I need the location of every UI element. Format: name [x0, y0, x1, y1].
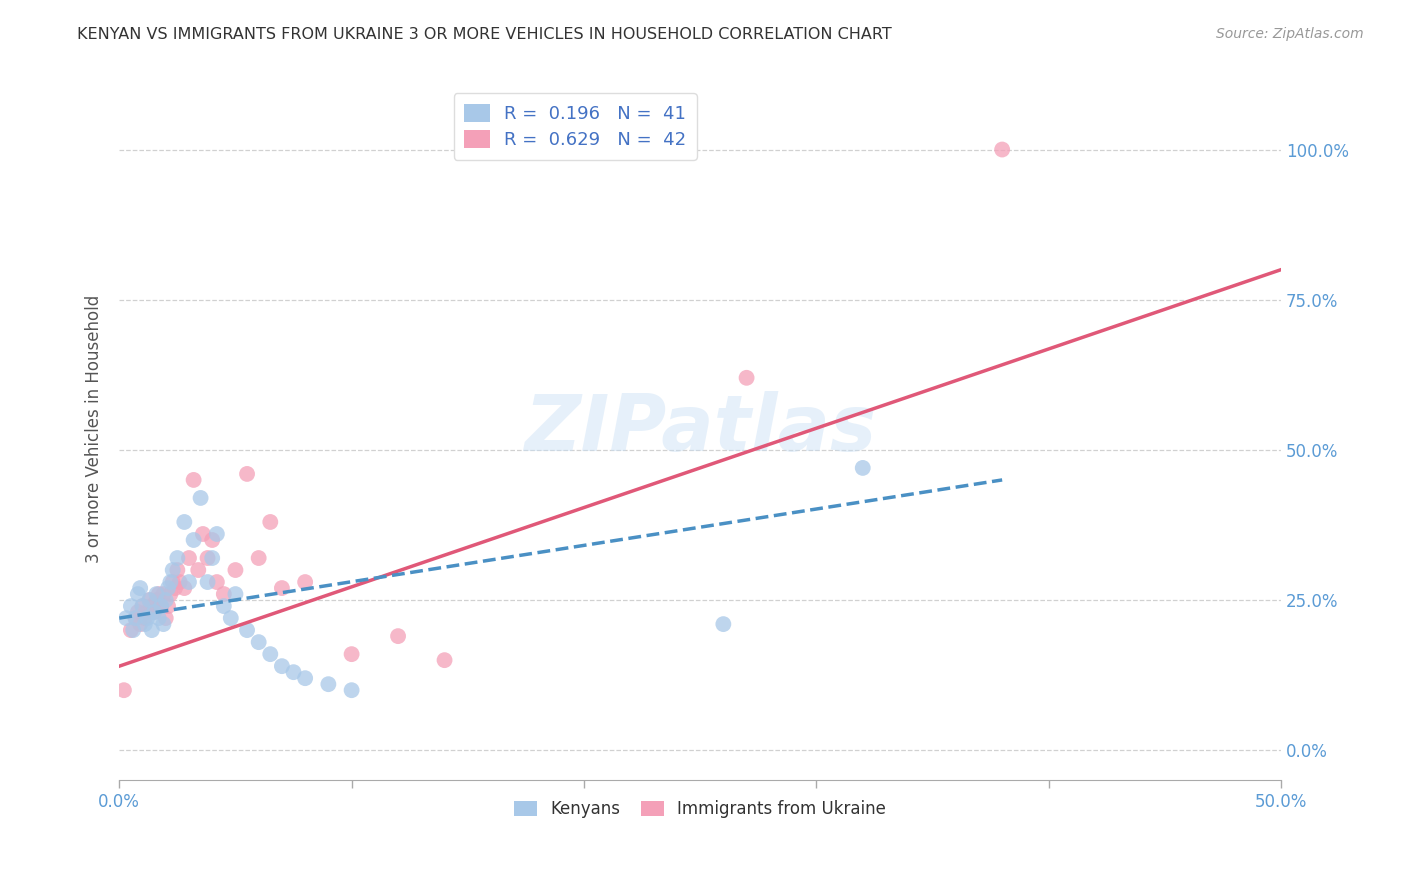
Point [177, 551, 200, 566]
Point [991, 143, 1014, 157]
Point [162, 563, 184, 577]
Point [124, 611, 146, 625]
Point [201, 533, 224, 547]
Point [150, 599, 173, 613]
Point [157, 599, 180, 613]
Y-axis label: 3 or more Vehicles in Household: 3 or more Vehicles in Household [86, 294, 103, 563]
Point [127, 587, 149, 601]
Point [136, 605, 159, 619]
Point [122, 623, 145, 637]
Point [318, 677, 340, 691]
Point [340, 683, 363, 698]
Point [187, 563, 209, 577]
Point [201, 551, 224, 566]
Point [236, 467, 259, 481]
Point [183, 533, 205, 547]
Point [183, 473, 205, 487]
Point [236, 623, 259, 637]
Point [259, 647, 281, 661]
Point [115, 611, 138, 625]
Point [433, 653, 456, 667]
Point [138, 593, 160, 607]
Point [162, 575, 184, 590]
Point [294, 671, 316, 685]
Point [157, 581, 180, 595]
Point [150, 599, 173, 613]
Point [138, 593, 160, 607]
Point [166, 563, 188, 577]
Point [197, 551, 219, 566]
Point [205, 527, 228, 541]
Point [224, 563, 246, 577]
Point [711, 617, 734, 632]
Point [177, 575, 200, 590]
Point [205, 575, 228, 590]
Point [212, 599, 235, 613]
Point [259, 515, 281, 529]
Point [152, 617, 174, 632]
Point [141, 623, 163, 637]
Point [148, 611, 170, 625]
Point [271, 581, 294, 595]
Point [387, 629, 409, 643]
Point [143, 605, 166, 619]
Point [134, 611, 156, 625]
Point [124, 611, 146, 625]
Point [129, 617, 152, 632]
Point [169, 575, 191, 590]
Point [247, 551, 270, 566]
Point [159, 575, 181, 590]
Text: ZIPatlas: ZIPatlas [524, 391, 876, 467]
Point [152, 587, 174, 601]
Text: KENYAN VS IMMIGRANTS FROM UKRAINE 3 OR MORE VEHICLES IN HOUSEHOLD CORRELATION CH: KENYAN VS IMMIGRANTS FROM UKRAINE 3 OR M… [77, 27, 891, 42]
Point [131, 599, 153, 613]
Point [166, 551, 188, 566]
Point [145, 587, 167, 601]
Point [148, 587, 170, 601]
Point [112, 683, 135, 698]
Point [197, 575, 219, 590]
Point [173, 515, 195, 529]
Point [271, 659, 294, 673]
Point [136, 611, 159, 625]
Point [141, 599, 163, 613]
Point [219, 611, 242, 625]
Point [173, 581, 195, 595]
Point [247, 635, 270, 649]
Point [294, 575, 316, 590]
Point [212, 587, 235, 601]
Point [224, 587, 246, 601]
Point [134, 617, 156, 632]
Point [155, 593, 177, 607]
Point [163, 581, 186, 595]
Text: Source: ZipAtlas.com: Source: ZipAtlas.com [1216, 27, 1364, 41]
Point [191, 527, 214, 541]
Point [120, 623, 142, 637]
Point [852, 461, 875, 475]
Point [155, 611, 177, 625]
Point [129, 581, 152, 595]
Point [283, 665, 305, 680]
Point [190, 491, 212, 505]
Point [127, 605, 149, 619]
Point [120, 599, 142, 613]
Point [145, 593, 167, 607]
Point [143, 605, 166, 619]
Point [131, 599, 153, 613]
Point [735, 371, 758, 385]
Point [159, 587, 181, 601]
Point [340, 647, 363, 661]
Legend: Kenyans, Immigrants from Ukraine: Kenyans, Immigrants from Ukraine [508, 793, 893, 825]
